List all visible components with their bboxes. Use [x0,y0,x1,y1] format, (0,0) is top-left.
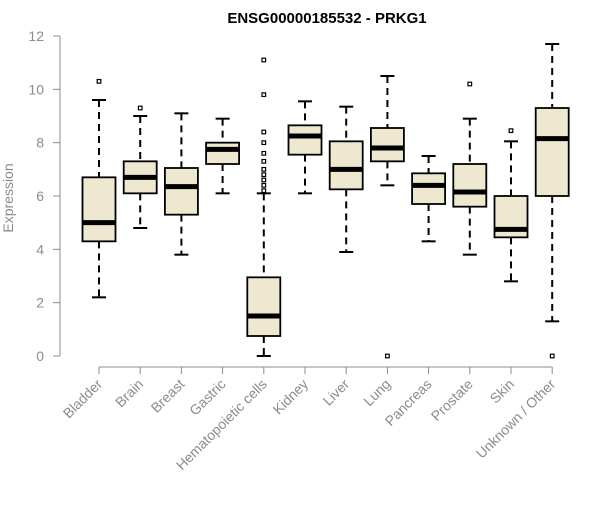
outlier-point [261,140,267,146]
y-tick-label: 12 [28,28,44,44]
outlier-point [261,57,267,63]
box-group [328,105,364,253]
outlier-point [137,105,143,111]
box-group [411,155,447,243]
y-tick-label: 4 [36,241,44,257]
x-tick-label: Breast [148,376,188,416]
box-group [163,112,199,256]
outlier-point [508,128,514,134]
box-group [369,75,405,359]
outlier-point [549,353,555,359]
outlier-point [261,177,267,183]
outlier-point [96,78,102,84]
iqr-box [246,276,282,337]
y-axis-label: Expression [0,163,16,232]
box-group [534,43,570,359]
box-group [246,57,282,357]
box-group [493,128,529,283]
iqr-box [287,124,323,156]
iqr-box [328,140,364,191]
outlier-point [261,172,267,178]
y-tick-label: 6 [36,188,44,204]
outlier-point [385,353,390,359]
outlier-point [261,150,267,156]
y-tick-label: 2 [36,295,44,311]
iqr-box [81,176,117,243]
outlier-point [261,188,267,194]
outlier-point [261,166,267,172]
y-axis: 0 2 4 6 8 10 12 [28,28,61,364]
x-tick-label: Liver [320,376,353,409]
outlier-point [261,158,267,164]
iqr-box [452,163,488,208]
box-group [81,78,117,299]
y-tick-label: 0 [36,348,44,364]
box-group [205,117,241,195]
iqr-box [163,167,199,216]
iqr-box [369,127,405,163]
outlier-point [261,182,267,188]
chart-title: ENSG00000185532 - PRKG1 [227,10,426,27]
y-tick-label: 10 [28,81,44,97]
x-tick-label: Skin [487,376,518,407]
x-tick-label: Lung [360,376,393,409]
x-tick-label: Prostate [428,376,476,424]
iqr-box [411,172,447,205]
outlier-point [261,129,267,135]
y-tick-label: 8 [36,135,44,151]
iqr-box [534,107,570,197]
box-group [122,105,158,229]
x-tick-label: Bladder [60,376,106,422]
x-tick-label: Brain [112,376,146,410]
outlier-point [261,92,267,98]
box-group [287,100,323,195]
boxes-group [81,43,570,359]
iqr-box [205,141,241,165]
box-group [452,81,488,256]
outlier-point [467,81,473,87]
x-tick-label: Kidney [270,376,312,418]
